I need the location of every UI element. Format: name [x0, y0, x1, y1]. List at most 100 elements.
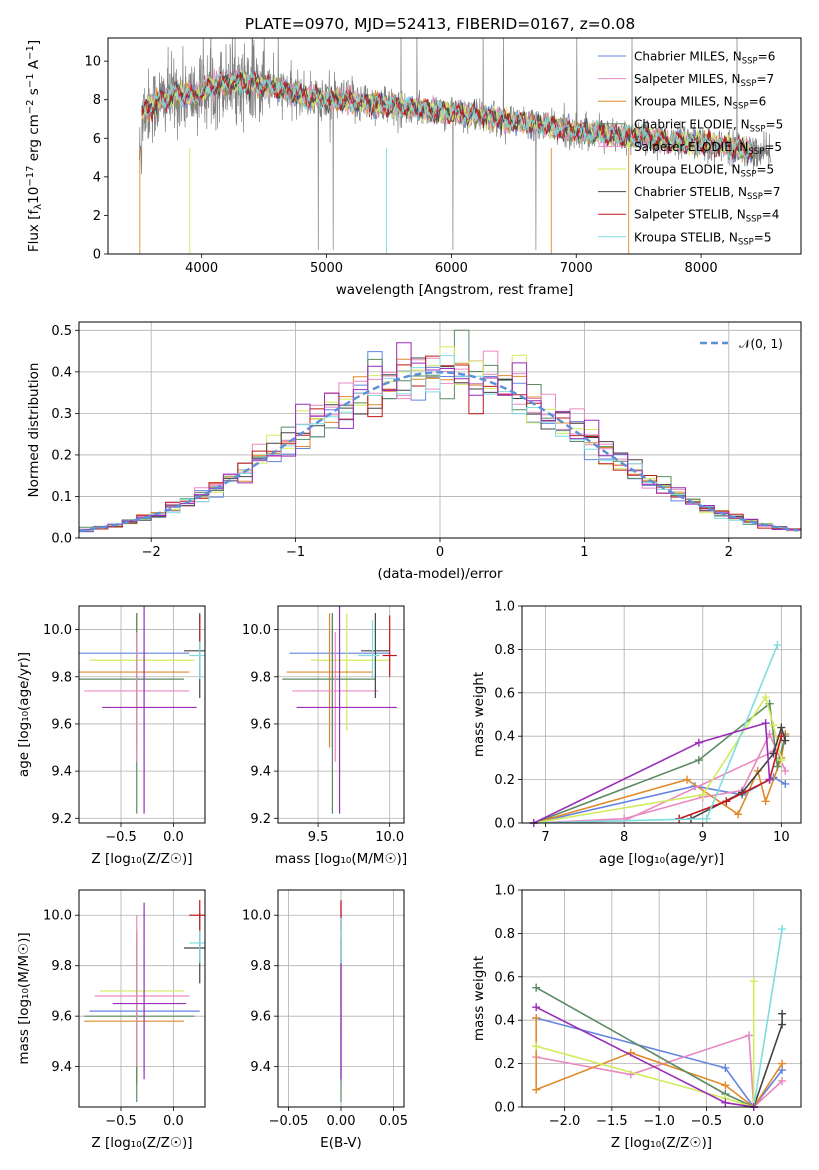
weight-marker — [694, 738, 703, 747]
y-tick-label: 9.6 — [51, 717, 72, 732]
weight-marker — [532, 1014, 541, 1023]
x-tick-label: −2.0 — [549, 1114, 581, 1129]
weight-marker — [777, 723, 786, 732]
x-tick-label: 0.0 — [163, 830, 184, 845]
model-line — [141, 71, 754, 163]
y-tick-label: 0.4 — [51, 365, 72, 380]
data-point — [296, 606, 397, 814]
weight-series — [535, 1017, 783, 1107]
x-axis-label: (data-model)/error — [377, 566, 503, 582]
y-tick-label: 9.6 — [51, 1010, 72, 1025]
legend-label: Chabrier STELIB, NSSP=7 — [634, 185, 781, 202]
legend-label-part: =5 — [754, 230, 772, 244]
residuals-axes: −2 −1 0 1 2 0.0 0.1 0.2 0.3 0.4 0.5 (data-model)/er… — [26, 322, 801, 582]
legend-label-part: =7 — [756, 72, 774, 86]
weight-marker — [734, 810, 743, 819]
data-point — [102, 606, 197, 814]
weight-marker — [694, 756, 703, 765]
model-line — [141, 70, 754, 160]
data-point — [358, 620, 380, 680]
data-point — [382, 615, 397, 677]
spectrum-axes: 4000 5000 6000 7000 8000 0 2 4 6 8 10 wavelength [A… — [25, 38, 783, 298]
legend-label-part: SSP — [742, 57, 758, 67]
residuals-frame — [78, 321, 802, 539]
mass_weight_vs_age-axes: 7 8 9 10 0.0 0.2 0.4 0.6 0.8 1.0 age [log₁₀(age/yr… — [471, 600, 801, 867]
weight-marker — [781, 766, 790, 775]
weight-marker — [532, 1042, 541, 1051]
y-axis-label-part: erg cm — [26, 114, 42, 165]
x-tick-label: 1 — [580, 545, 588, 560]
model-line — [141, 71, 754, 167]
weight-marker — [778, 1020, 787, 1029]
y-tick-label: 0.8 — [494, 643, 515, 658]
x-tick-label: 10.0 — [375, 830, 404, 845]
data-point — [112, 902, 187, 1080]
y-tick-label: 0.2 — [494, 1057, 515, 1072]
legend-label-part: =5 — [764, 140, 782, 154]
weight-series — [533, 732, 787, 823]
weight-marker — [765, 775, 774, 784]
data-point — [189, 900, 205, 931]
y-tick-label: 10.0 — [242, 623, 271, 638]
y-tick-label: 9.8 — [51, 670, 72, 685]
y-axis-label: mass weight — [471, 672, 487, 757]
y-tick-label: 6 — [93, 132, 101, 147]
y-axis-label: age [log₁₀(age/yr)] — [16, 652, 32, 777]
data-point — [79, 613, 190, 748]
x-tick-label: 6000 — [435, 261, 468, 276]
weight-marker — [698, 790, 707, 799]
data-point — [189, 917, 205, 964]
y-tick-label: 9.8 — [250, 959, 271, 974]
y-axis-label: Flux [fλ10−17 erg cm−2 s−1 A−1] — [25, 40, 44, 252]
y-tick-label: 10.0 — [43, 623, 72, 638]
x-axis-label: Z [log₁₀(Z/Z☉)] — [91, 851, 192, 867]
legend-label: Salpeter STELIB, NSSP=4 — [634, 208, 779, 225]
mass_vs_ebv-axes: −0.05 0.00 0.05 9.4 9.6 9.8 10.0 E(B-V) — [242, 890, 408, 1151]
weight-marker — [744, 1031, 753, 1040]
x-axis-label: wavelength [Angstrom, rest frame] — [336, 282, 574, 298]
weight-series — [678, 735, 783, 820]
weight-marker — [777, 732, 786, 741]
weight-marker — [722, 797, 731, 806]
y-tick-label: 0.0 — [51, 532, 72, 547]
x-tick-label: 9.5 — [308, 830, 329, 845]
y-tick-label: 0.8 — [494, 927, 515, 942]
x-tick-label: −1.5 — [596, 1114, 628, 1129]
weight-marker — [773, 762, 782, 771]
legend-label-part: Salpeter STELIB, N — [634, 208, 746, 222]
y-axis-label-part: λ — [33, 204, 44, 210]
legend-label-part: =7 — [763, 185, 781, 199]
weight-series — [535, 981, 755, 1107]
legend-label-part: Chabrier MILES, N — [634, 50, 742, 64]
y-tick-label: 9.4 — [250, 1060, 271, 1075]
y-tick-label: 9.2 — [51, 812, 72, 827]
x-tick-label: 10 — [773, 830, 790, 845]
y-tick-label: 0.3 — [51, 407, 72, 422]
y-tick-label: 0.0 — [494, 817, 515, 832]
legend-label: Chabrier ELODIE, NSSP=5 — [634, 117, 783, 134]
weight-marker — [778, 1059, 787, 1068]
legend-label-part: SSP — [741, 79, 757, 89]
x-tick-label: −2 — [142, 545, 161, 560]
y-tick-label: 9.6 — [250, 717, 271, 732]
y-tick-label: 9.4 — [51, 765, 72, 780]
x-tick-label: 5000 — [310, 261, 343, 276]
legend-label: Chabrier MILES, NSSP=6 — [634, 50, 775, 67]
data-point — [100, 927, 184, 1034]
age_vs_mass-frame — [277, 605, 405, 824]
y-tick-label: 10.0 — [242, 909, 271, 924]
y-tick-label: 0.6 — [494, 686, 515, 701]
x-tick-label: −0.5 — [105, 1114, 137, 1129]
y-tick-label: 0.5 — [51, 324, 72, 339]
y-tick-label: 0.1 — [51, 490, 72, 505]
legend-label: Kroupa MILES, NSSP=6 — [634, 95, 766, 112]
y-tick-label: 0.4 — [494, 1014, 515, 1029]
weight-marker — [702, 814, 711, 823]
legend-label: Kroupa ELODIE, NSSP=5 — [634, 163, 774, 180]
y-tick-label: 8 — [93, 93, 101, 108]
y-tick-label: 9.4 — [51, 1060, 72, 1075]
data-point — [79, 613, 184, 814]
legend-label-part: SSP — [750, 124, 766, 134]
y-tick-label: 10.0 — [43, 909, 72, 924]
